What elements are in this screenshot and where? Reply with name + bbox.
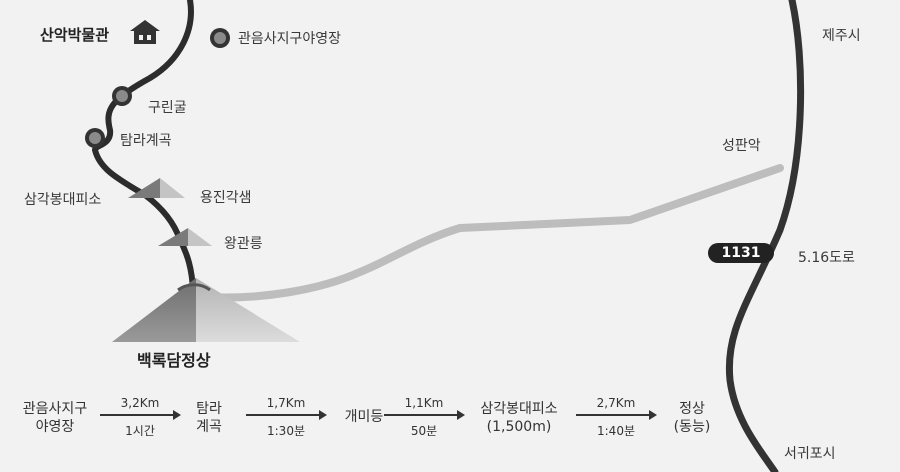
road-516 xyxy=(725,0,805,472)
campsite-label: 관음사지구야영장 xyxy=(238,31,342,47)
arrow-right-icon xyxy=(382,410,466,420)
summit-label: 백록담정상 xyxy=(137,351,211,370)
tamna-valley-marker-icon xyxy=(85,128,105,148)
peak-marker-samgak xyxy=(128,178,185,198)
route-number-badge: 1131 xyxy=(708,243,774,263)
seongpanak-label: 성판악 xyxy=(722,138,761,154)
course-segment: 1,1Km 50분 xyxy=(382,396,466,439)
gurin-gul-label: 구린굴 xyxy=(148,100,187,116)
hallasan-summit-mountain xyxy=(112,278,300,342)
tamna-valley-label: 탐라계곡 xyxy=(120,133,172,149)
course-stop: 탐라 계곡 xyxy=(196,401,222,435)
museum-house-icon xyxy=(130,20,160,44)
seongpanak-trail xyxy=(201,164,784,302)
course-stop: 개미등 xyxy=(344,409,384,425)
peak-marker-wanggwan xyxy=(158,228,212,246)
museum-label: 산악박물관 xyxy=(40,26,110,44)
campsite-marker-icon xyxy=(210,28,230,48)
course-segment: 2,7Km 1:40분 xyxy=(574,396,658,439)
arrow-right-icon xyxy=(244,410,328,420)
yongjin-label: 용진각샘 xyxy=(200,190,252,206)
course-summary: 관음사지구 야영장 3,2Km 1시간 탐라 계곡 1,7Km 1:30분 개미… xyxy=(0,392,900,452)
samgak-shelter-label: 삼각봉대피소 xyxy=(24,192,102,208)
course-segment: 3,2Km 1시간 xyxy=(98,396,182,439)
jeju-city-label: 제주시 xyxy=(822,28,861,44)
seogwipo-label: 서귀포시 xyxy=(784,446,836,462)
course-segment: 1,7Km 1:30분 xyxy=(244,396,328,439)
gurin-gul-marker-icon xyxy=(112,86,132,106)
course-stop: 관음사지구 야영장 xyxy=(22,401,88,435)
course-stop: 삼각봉대피소 (1,500m) xyxy=(480,401,558,435)
wanggwan-label: 왕관릉 xyxy=(224,236,263,252)
road-516-label: 5.16도로 xyxy=(798,250,855,266)
arrow-right-icon xyxy=(98,410,182,420)
arrow-right-icon xyxy=(574,410,658,420)
course-stop: 정상 (동능) xyxy=(673,401,711,435)
